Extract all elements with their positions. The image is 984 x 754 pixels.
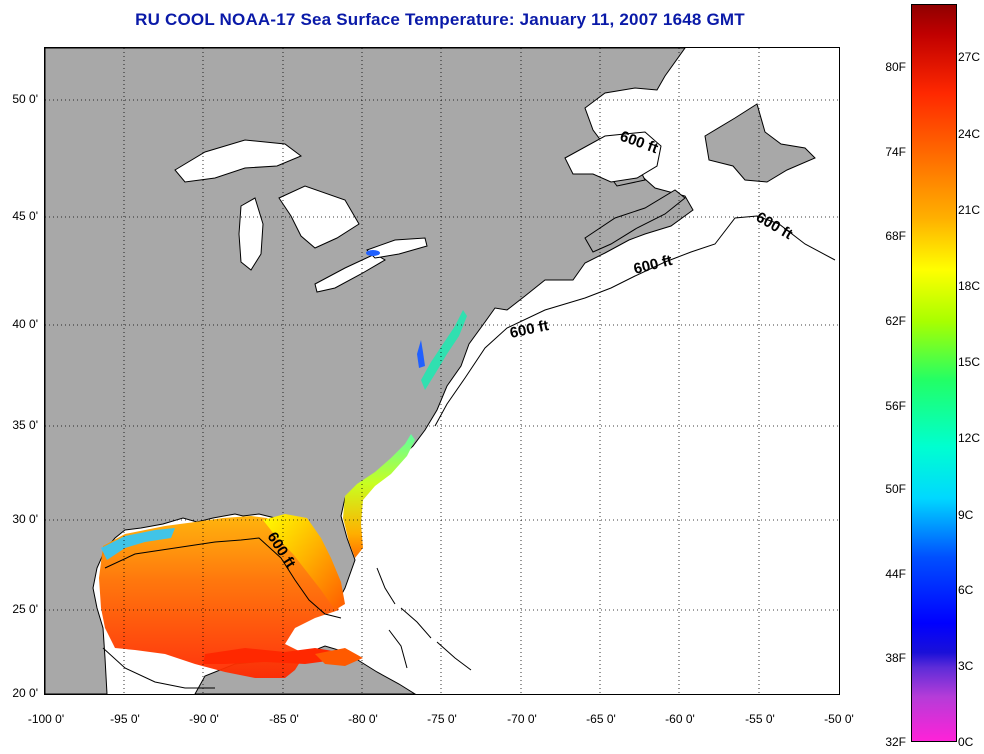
lake-erie	[314, 253, 386, 293]
temperature-colorbar	[911, 4, 957, 742]
lake-michigan	[238, 197, 264, 271]
colorbar-c-label: 9C	[958, 508, 974, 522]
colorbar-c-label: 3C	[958, 659, 974, 673]
land-newfoundland	[704, 103, 816, 183]
colorbar-c-label: 18C	[958, 279, 981, 293]
contour-label-nova-scotia: 600 ft	[632, 252, 674, 278]
lon-tick-90: -90 0'	[189, 712, 219, 726]
lon-tick-65: -65 0'	[586, 712, 616, 726]
lon-tick-85: -85 0'	[269, 712, 299, 726]
lat-tick-40: 40 0'	[12, 317, 38, 331]
colorbar-f-label: 32F	[885, 735, 906, 749]
colorbar-c-label: 27C	[958, 50, 981, 64]
lon-tick-55: -55 0'	[745, 712, 775, 726]
map-title: RU COOL NOAA-17 Sea Surface Temperature:…	[135, 10, 745, 29]
land-bahamas	[376, 567, 472, 671]
colorbar-c-label: 12C	[958, 431, 981, 445]
colorbar-f-label: 62F	[885, 314, 906, 328]
colorbar-f-label: 56F	[885, 399, 906, 413]
colorbar-f-label: 44F	[885, 567, 906, 581]
colorbar-f-label: 74F	[885, 145, 906, 159]
sst-map: 600 ft 600 ft 600 ft 600 ft 600 ft	[44, 47, 840, 695]
lon-tick-95: -95 0'	[110, 712, 140, 726]
lon-tick-100: -100 0'	[27, 712, 65, 726]
colorbar-c-label: 6C	[958, 583, 974, 597]
gulf-st-lawrence	[564, 131, 662, 183]
lake-ontario	[366, 237, 428, 259]
lon-tick-75: -75 0'	[427, 712, 457, 726]
lon-tick-50: -50 0'	[824, 712, 854, 726]
sst-mid-atlantic	[421, 310, 467, 390]
colorbar-c-label: 15C	[958, 355, 981, 369]
contour-600ft-gulf	[102, 537, 342, 689]
sst-caribbean	[203, 648, 363, 666]
sst-chesapeake	[417, 340, 425, 368]
colorbar-c-label: 24C	[958, 127, 981, 141]
colorbar-f-label: 50F	[885, 482, 906, 496]
lat-tick-50: 50 0'	[12, 92, 38, 106]
sst-gulf-coast-cool	[101, 528, 175, 560]
lon-tick-70: -70 0'	[507, 712, 537, 726]
lake-superior	[174, 139, 302, 183]
colorbar-c-label: 0C	[958, 735, 974, 749]
lake-huron	[278, 185, 360, 249]
lon-tick-80: -80 0'	[348, 712, 378, 726]
lat-tick-25: 25 0'	[12, 602, 38, 616]
colorbar-f-label: 80F	[885, 60, 906, 74]
contour-label-east: 600 ft	[753, 209, 795, 243]
sst-florida-shelf	[263, 514, 345, 610]
sst-southeast-coast	[343, 434, 415, 558]
lon-tick-60: -60 0'	[665, 712, 695, 726]
contour-label-mid-atlantic: 600 ft	[508, 317, 550, 342]
colorbar-c-label: 21C	[958, 203, 981, 217]
colorbar-f-label: 38F	[885, 651, 906, 665]
colorbar-f-label: 68F	[885, 229, 906, 243]
map-gridlines	[45, 48, 839, 694]
map-svg: 600 ft 600 ft 600 ft 600 ft 600 ft	[45, 48, 839, 694]
lat-tick-35: 35 0'	[12, 418, 38, 432]
lat-tick-20: 20 0'	[12, 686, 38, 700]
land-nova-scotia	[584, 189, 686, 253]
lake-small	[366, 250, 380, 256]
contour-600ft-atlantic	[434, 215, 836, 427]
lat-tick-45: 45 0'	[12, 209, 38, 223]
lat-tick-30: 30 0'	[12, 512, 38, 526]
